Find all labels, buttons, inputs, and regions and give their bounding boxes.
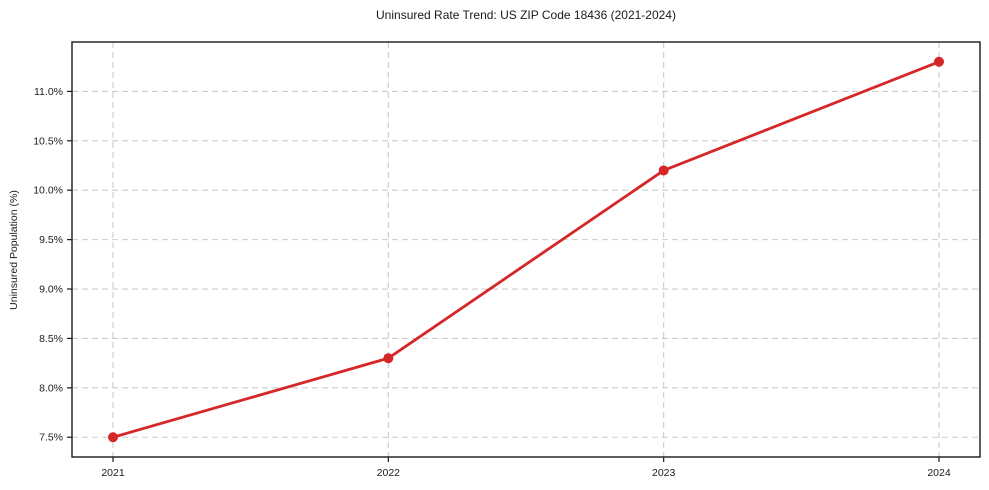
x-tick-label: 2023 bbox=[652, 467, 676, 479]
y-tick-label: 10.5% bbox=[33, 135, 63, 147]
y-tick-label: 9.5% bbox=[39, 234, 63, 246]
y-tick-label: 9.0% bbox=[39, 284, 63, 296]
x-tick-label: 2022 bbox=[377, 467, 401, 479]
data-point bbox=[108, 432, 118, 443]
x-tick-label: 2024 bbox=[927, 467, 951, 479]
chart-title: Uninsured Rate Trend: US ZIP Code 18436 … bbox=[376, 8, 676, 22]
y-tick-label: 11.0% bbox=[34, 86, 63, 98]
plot-border bbox=[71, 41, 981, 458]
data-point bbox=[934, 56, 944, 67]
data-point bbox=[383, 353, 394, 364]
x-tick-label: 2021 bbox=[101, 467, 125, 479]
trend-line bbox=[111, 60, 941, 439]
data-point bbox=[658, 165, 669, 176]
y-tick-label: 8.5% bbox=[39, 333, 63, 345]
y-tick-label: 7.5% bbox=[39, 432, 63, 444]
y-tick-label: 8.0% bbox=[39, 382, 63, 394]
y-tick-label: 10.0% bbox=[33, 185, 63, 197]
